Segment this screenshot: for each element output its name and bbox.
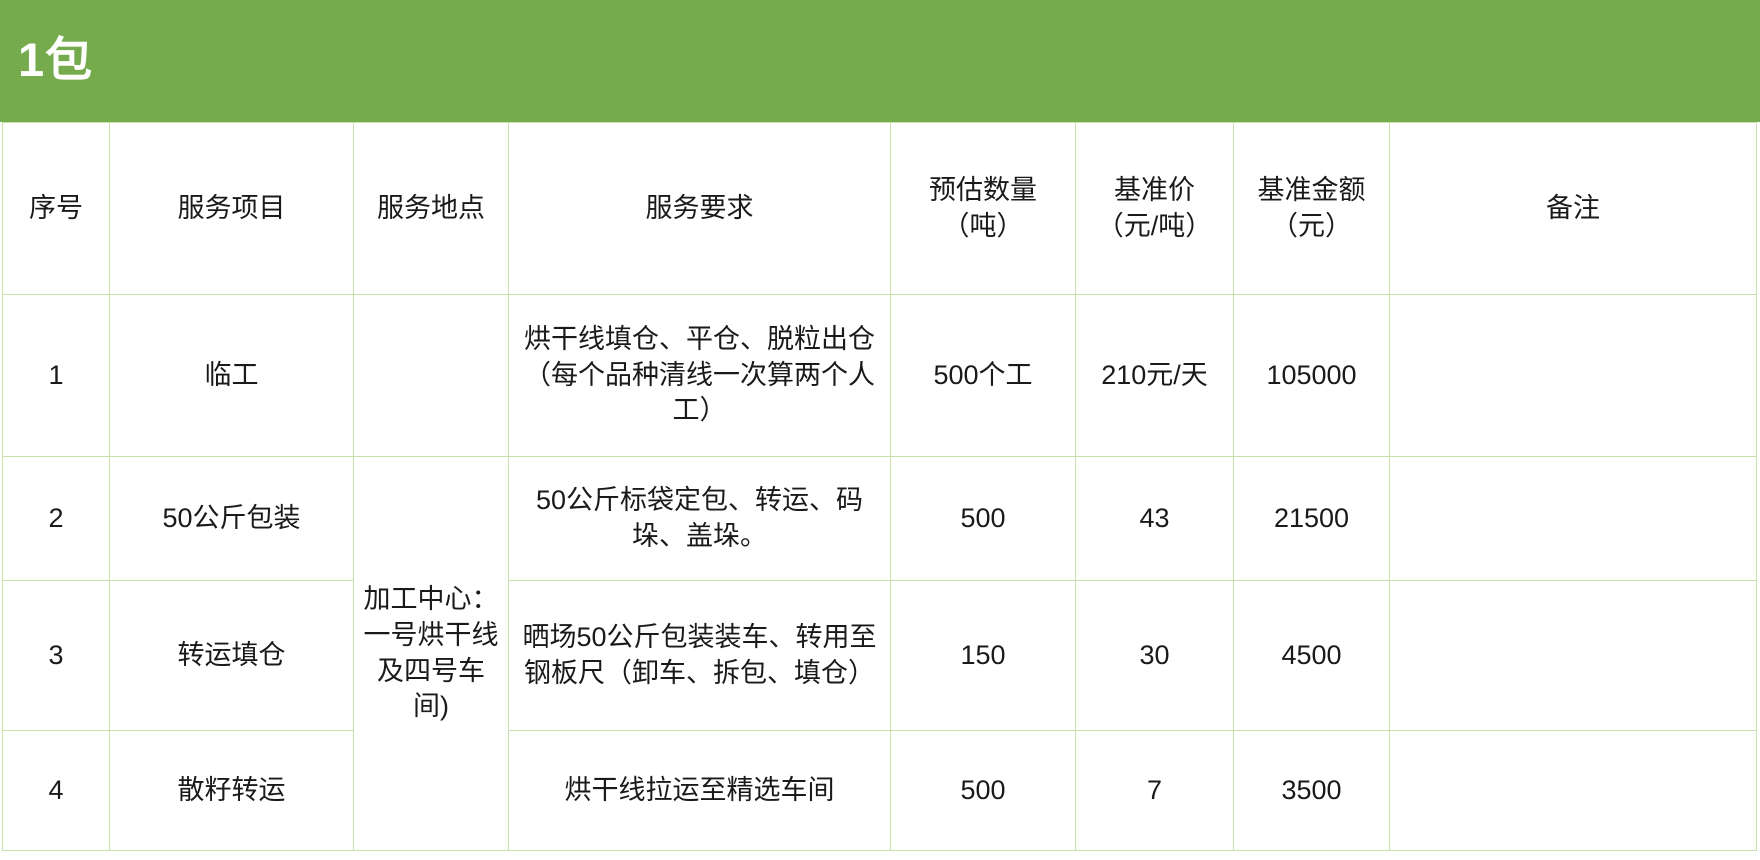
table-row: 4 散籽转运 烘干线拉运至精选车间 500 7 3500 (2, 730, 1757, 851)
column-header-note: 备注 (1389, 122, 1757, 295)
table-row: 3 转运填仓 晒场50公斤包装装车、转用至钢板尺（卸车、拆包、填仓） 150 3… (2, 580, 1757, 731)
cell-qty: 500 (890, 730, 1076, 851)
cell-note (1389, 730, 1757, 851)
cell-req: 50公斤标袋定包、转运、码垛、盖垛。 (508, 456, 891, 581)
cell-price: 30 (1075, 580, 1234, 731)
cell-amt: 105000 (1233, 294, 1390, 457)
cell-item: 转运填仓 (109, 580, 354, 731)
section-banner: 1包 (0, 0, 1760, 122)
column-header-amt: 基准金额 （元） (1233, 122, 1390, 295)
cell-qty: 500个工 (890, 294, 1076, 457)
cell-place-empty (353, 294, 509, 457)
service-table: 序号 服务项目 服务地点 服务要求 预估数量 （吨） 基准价 （元/吨） 基准金… (2, 122, 1757, 851)
table-row: 2 50公斤包装 加工中心：一号烘干线及四号车间) 50公斤标袋定包、转运、码垛… (2, 456, 1757, 851)
column-header-item: 服务项目 (109, 122, 354, 295)
cell-req: 晒场50公斤包装装车、转用至钢板尺（卸车、拆包、填仓） (508, 580, 891, 731)
column-header-qty-line1: 预估数量 (929, 174, 1037, 205)
column-header-no: 序号 (2, 122, 110, 295)
cell-item: 散籽转运 (109, 730, 354, 851)
column-header-amt-line2: （元） (1271, 210, 1352, 241)
cell-no: 2 (2, 456, 110, 581)
cell-amt: 3500 (1233, 730, 1390, 851)
column-header-price-line2: （元/吨） (1096, 210, 1213, 241)
cell-note (1389, 580, 1757, 731)
cell-price: 43 (1075, 456, 1234, 581)
cell-note (1389, 456, 1757, 581)
page-title: 1包 (18, 32, 94, 86)
cell-price: 210元/天 (1075, 294, 1234, 457)
cell-qty: 500 (890, 456, 1076, 581)
cell-no: 4 (2, 730, 110, 851)
service-table-container: 序号 服务项目 服务地点 服务要求 预估数量 （吨） 基准价 （元/吨） 基准金… (0, 122, 1760, 851)
column-header-amt-line1: 基准金额 (1257, 174, 1366, 205)
table-header-row: 序号 服务项目 服务地点 服务要求 预估数量 （吨） 基准价 （元/吨） 基准金… (2, 122, 1757, 295)
column-header-price: 基准价 （元/吨） (1075, 122, 1234, 295)
cell-item: 临工 (109, 294, 354, 457)
column-header-qty-line2: （吨） (942, 210, 1024, 241)
cell-note (1389, 294, 1757, 457)
cell-req: 烘干线拉运至精选车间 (508, 730, 891, 851)
cell-no: 3 (2, 580, 110, 731)
column-header-qty: 预估数量 （吨） (890, 122, 1076, 295)
column-header-price-line1: 基准价 (1114, 174, 1195, 205)
column-header-place: 服务地点 (353, 122, 509, 295)
cell-no: 1 (2, 294, 110, 457)
cell-place-merged: 加工中心：一号烘干线及四号车间) (353, 456, 509, 851)
cell-price: 7 (1075, 730, 1234, 851)
cell-req: 烘干线填仓、平仓、脱粒出仓（每个品种清线一次算两个人工） (508, 294, 891, 457)
cell-amt: 21500 (1233, 456, 1390, 581)
table-row: 1 临工 烘干线填仓、平仓、脱粒出仓（每个品种清线一次算两个人工） 500个工 … (2, 294, 1757, 457)
cell-amt: 4500 (1233, 580, 1390, 731)
cell-item: 50公斤包装 (109, 456, 354, 581)
column-header-req: 服务要求 (508, 122, 891, 295)
cell-qty: 150 (890, 580, 1076, 731)
